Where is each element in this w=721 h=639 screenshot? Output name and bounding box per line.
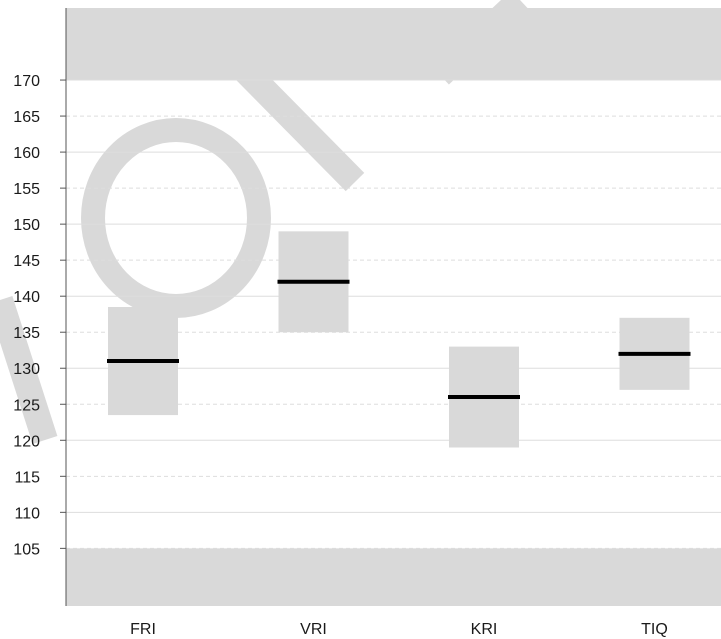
y-tick-label: 120 xyxy=(13,433,40,450)
y-tick-label: 135 xyxy=(13,325,40,342)
y-tick-label: 105 xyxy=(13,541,40,558)
y-tick-label: 170 xyxy=(13,73,40,90)
y-tick-label: 150 xyxy=(13,217,40,234)
y-tick-label: 115 xyxy=(14,469,40,486)
x-category-label: FRI xyxy=(130,621,156,638)
y-tick-label: 145 xyxy=(13,253,40,270)
boxes xyxy=(107,231,691,448)
x-axis-labels: FRI VRI KRI TIQ xyxy=(130,621,668,638)
x-category-label: TIQ xyxy=(641,621,668,638)
y-tick-label: 155 xyxy=(13,181,40,198)
y-tick-label: 165 xyxy=(13,109,40,126)
shaded-band xyxy=(66,8,721,81)
shaded-band xyxy=(66,548,721,606)
y-tick-label: 140 xyxy=(13,289,40,306)
y-axis: 105 110 115 120 125 130 135 140 145 150 155 160 165 1… xyxy=(13,8,67,606)
shaded-bands xyxy=(66,8,721,606)
y-tick-label: 125 xyxy=(13,397,40,414)
y-tick-label: 160 xyxy=(13,145,40,162)
x-category-label: KRI xyxy=(471,621,498,638)
x-category-label: VRI xyxy=(300,621,327,638)
watermark-arc xyxy=(0,296,58,444)
y-tick-label: 110 xyxy=(14,505,40,522)
y-tick-label: 130 xyxy=(13,361,40,378)
watermark-ring xyxy=(81,118,271,318)
